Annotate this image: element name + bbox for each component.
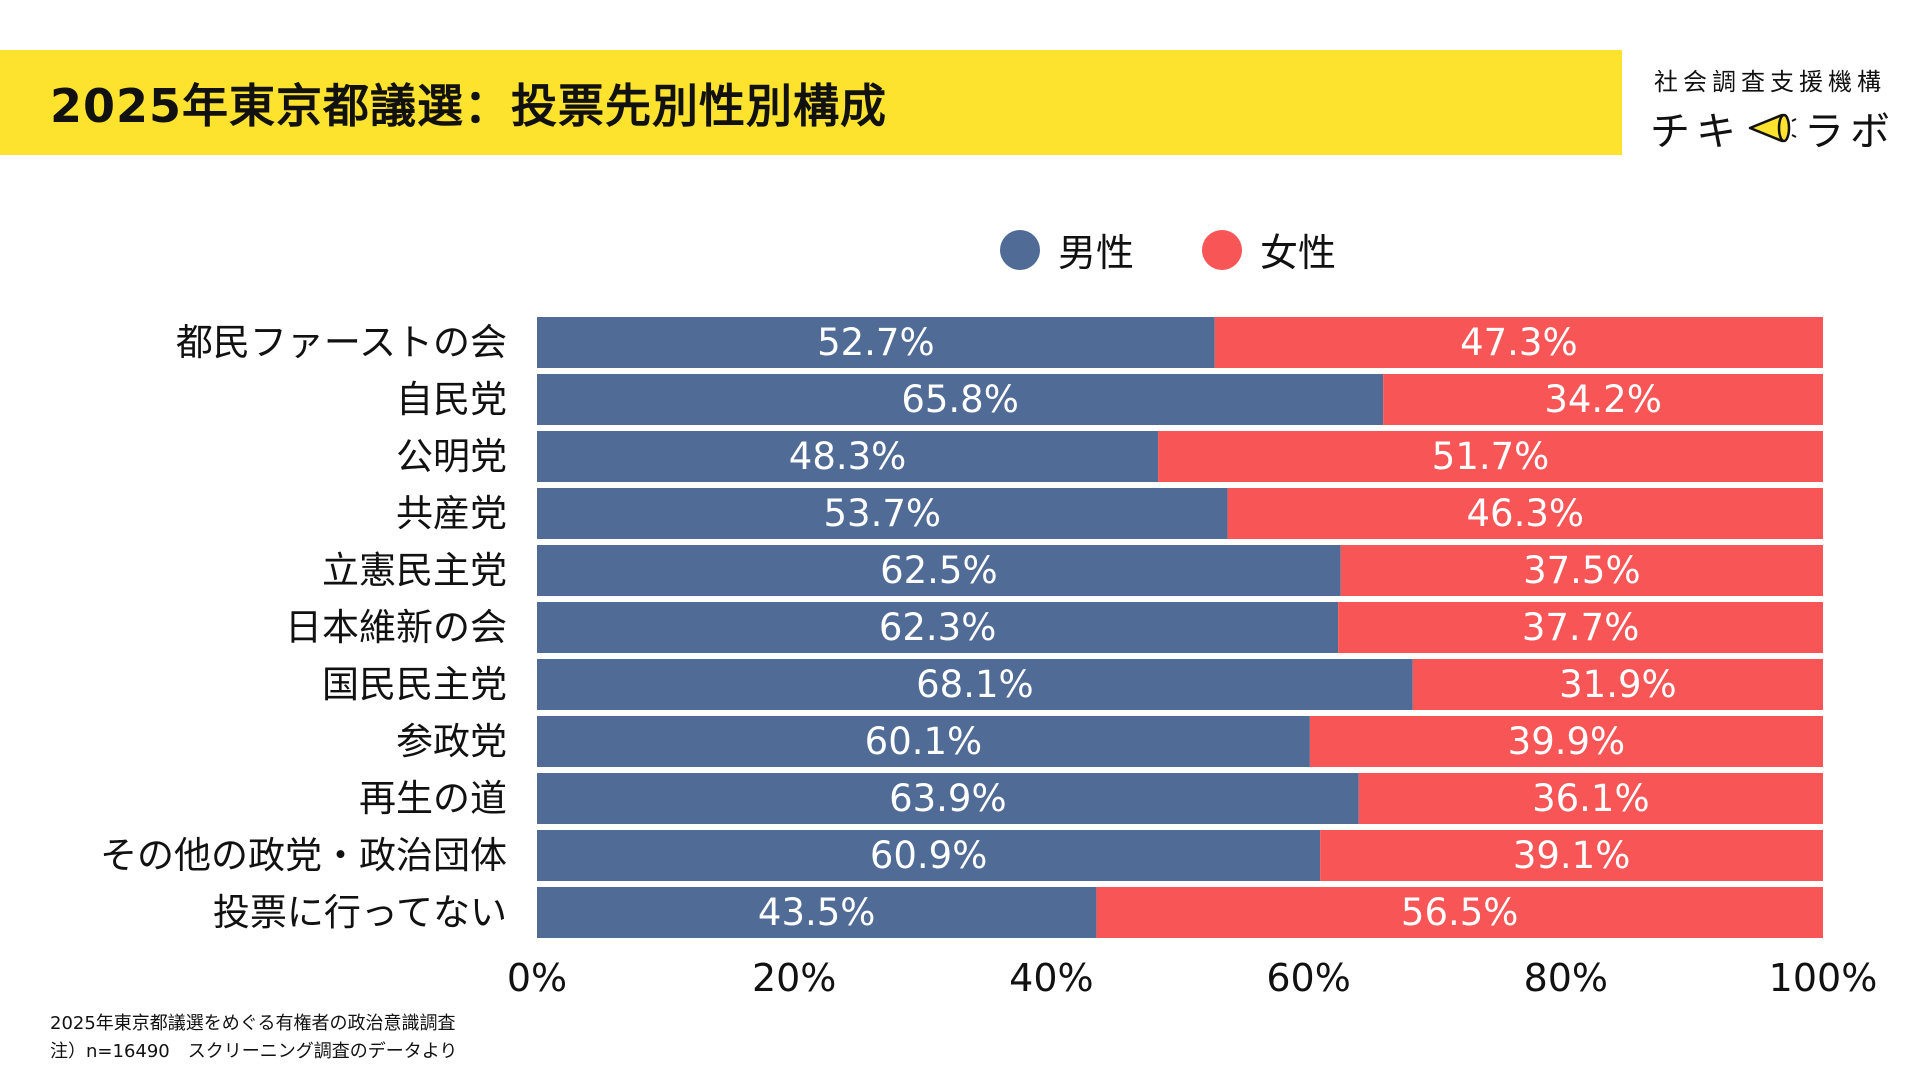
data-label: 56.5% bbox=[1401, 891, 1519, 934]
data-label: 60.9% bbox=[870, 834, 988, 877]
bar-segment-female bbox=[1340, 545, 1823, 596]
bar-segment-male bbox=[537, 716, 1310, 767]
data-label: 47.3% bbox=[1460, 321, 1578, 364]
data-label: 62.5% bbox=[880, 549, 998, 592]
x-tick-label: 100% bbox=[1769, 956, 1878, 1000]
category-label: 再生の道 bbox=[359, 777, 507, 820]
category-label: 投票に行ってない bbox=[213, 891, 507, 934]
megaphone-icon bbox=[1748, 113, 1797, 143]
legend-label-female: 女性 bbox=[1260, 231, 1337, 275]
chart-legend: 男性 女性 bbox=[1000, 222, 1404, 277]
x-tick-label: 40% bbox=[1009, 956, 1093, 1000]
page-title: 2025年東京都議選：投票先別性別構成 bbox=[50, 78, 888, 133]
legend-item-female: 女性 bbox=[1202, 222, 1336, 277]
footnote: 2025年東京都議選をめぐる有権者の政治意識調査 注）n=16490 スクリーニ… bbox=[50, 1010, 457, 1066]
bar-segment-female bbox=[1158, 431, 1823, 482]
category-label: 立憲民主党 bbox=[322, 549, 507, 592]
bar-segment-female bbox=[1309, 716, 1823, 767]
x-tick-label: 0% bbox=[507, 956, 567, 1000]
legend-swatch-female bbox=[1202, 229, 1243, 270]
category-label: 日本維新の会 bbox=[285, 606, 507, 649]
category-label: 共産党 bbox=[396, 492, 507, 535]
category-label: 公明党 bbox=[396, 435, 507, 478]
title-banner: 2025年東京都議選：投票先別性別構成 bbox=[0, 50, 1622, 155]
data-label: 31.9% bbox=[1559, 663, 1677, 706]
category-label: 自民党 bbox=[396, 378, 507, 421]
footnote-note: 注）n=16490 スクリーニング調査のデータより bbox=[50, 1041, 458, 1062]
bar-segment-male bbox=[537, 887, 1097, 938]
data-label: 39.9% bbox=[1508, 720, 1626, 763]
data-label: 37.7% bbox=[1522, 606, 1640, 649]
brand-logo-right: ラボ bbox=[1804, 109, 1896, 155]
data-label: 39.1% bbox=[1513, 834, 1631, 877]
data-label: 36.1% bbox=[1532, 777, 1650, 820]
legend-label-male: 男性 bbox=[1058, 231, 1135, 275]
bar-segment-male bbox=[537, 602, 1339, 653]
bar-segment-female bbox=[1358, 773, 1823, 824]
footnote-source: 2025年東京都議選をめぐる有権者の政治意識調査 bbox=[50, 1013, 456, 1034]
brand-logo: 社会調査支援機構 チキ ラボ bbox=[1650, 62, 1900, 155]
bar-segment-male bbox=[537, 830, 1321, 881]
data-label: 65.8% bbox=[901, 378, 1019, 421]
category-label: その他の政党・政治団体 bbox=[100, 834, 507, 877]
data-label: 48.3% bbox=[789, 435, 907, 478]
brand-wordmark: チキ ラボ bbox=[1650, 103, 1900, 155]
category-label: 国民民主党 bbox=[322, 663, 507, 706]
data-label: 52.7% bbox=[817, 321, 935, 364]
bar-segment-female bbox=[1214, 317, 1823, 368]
bar-segment-female bbox=[1412, 659, 1823, 710]
x-tick-label: 60% bbox=[1266, 956, 1350, 1000]
data-label: 63.9% bbox=[889, 777, 1007, 820]
legend-swatch-male bbox=[1000, 229, 1040, 270]
bar-segment-male bbox=[537, 374, 1384, 425]
data-label: 34.2% bbox=[1544, 378, 1662, 421]
brand-logo-left: チキ bbox=[1650, 109, 1742, 155]
brand-org-name: 社会調査支援機構 bbox=[1654, 68, 1886, 96]
bar-segment-female bbox=[1338, 602, 1823, 653]
bar-segment-female bbox=[1320, 830, 1823, 881]
bar-segment-male bbox=[537, 431, 1159, 482]
bar-segment-male bbox=[537, 773, 1359, 824]
data-label: 51.7% bbox=[1432, 435, 1550, 478]
category-label: 都民ファーストの会 bbox=[176, 321, 507, 364]
bar-segment-female bbox=[1383, 374, 1823, 425]
bar-segment-male bbox=[537, 488, 1228, 539]
bar-segment-female bbox=[1096, 887, 1823, 938]
data-label: 68.1% bbox=[916, 663, 1034, 706]
x-tick-label: 20% bbox=[752, 956, 836, 1000]
data-label: 62.3% bbox=[879, 606, 997, 649]
bar-segment-male bbox=[537, 659, 1413, 710]
bar-segment-male bbox=[537, 545, 1341, 596]
bar-segment-male bbox=[537, 317, 1215, 368]
data-label: 53.7% bbox=[824, 492, 942, 535]
data-label: 60.1% bbox=[865, 720, 983, 763]
data-label: 43.5% bbox=[758, 891, 876, 934]
stacked-bar-chart: 都民ファーストの会 52.7% 47.3% 自民党 65.8% 34.2% 公明党 48.3%… bbox=[100, 317, 1878, 1000]
x-tick-label: 80% bbox=[1524, 956, 1608, 1000]
legend-item-male: 男性 bbox=[1000, 222, 1134, 277]
data-label: 37.5% bbox=[1523, 549, 1641, 592]
bar-segment-female bbox=[1227, 488, 1823, 539]
category-label: 参政党 bbox=[396, 720, 507, 763]
data-label: 46.3% bbox=[1467, 492, 1585, 535]
